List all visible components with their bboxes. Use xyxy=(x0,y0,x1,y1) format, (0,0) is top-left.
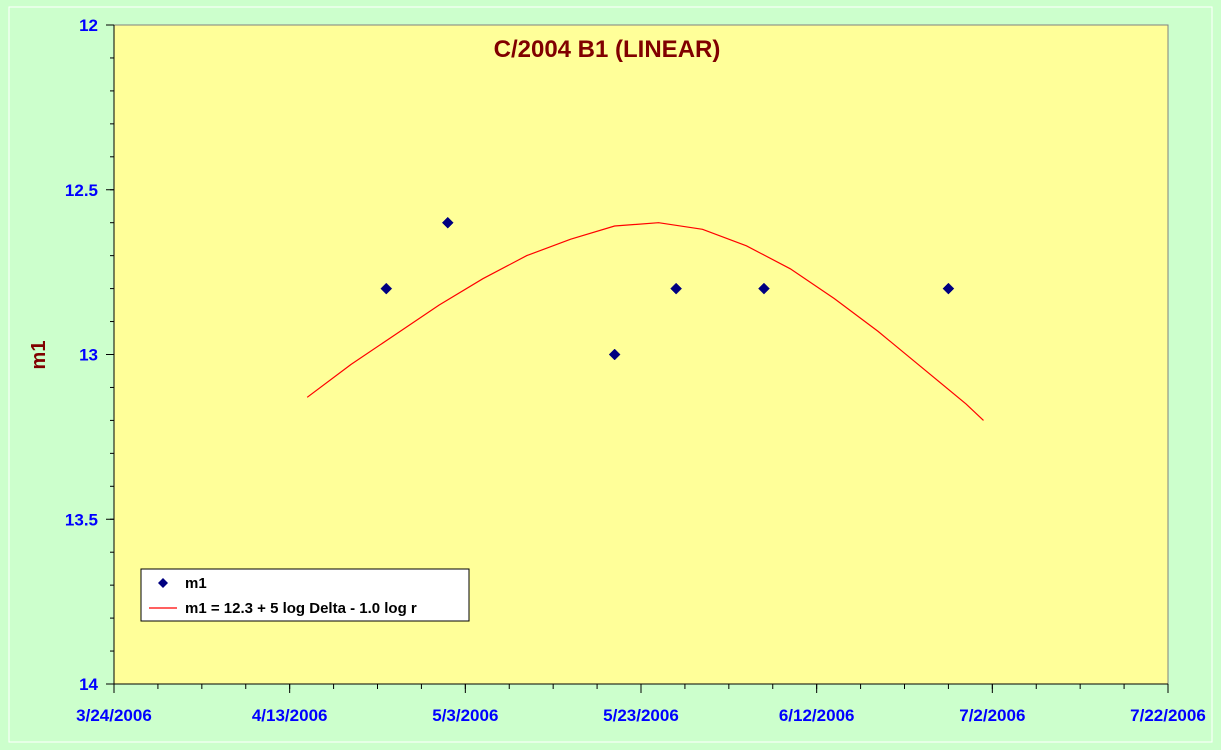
legend-label: m1 xyxy=(185,575,207,592)
legend-box xyxy=(140,568,470,622)
x-tick-label: 5/3/2006 xyxy=(432,706,498,725)
chart-title: C/2004 B1 (LINEAR) xyxy=(494,36,721,63)
data-point-m1 xyxy=(380,282,393,295)
fit-curve-line xyxy=(306,222,984,421)
legend-label: m1 = 12.3 + 5 log Delta - 1.0 log r xyxy=(185,600,417,617)
data-point-m1 xyxy=(670,282,682,295)
x-tick-label: 7/22/2006 xyxy=(1130,706,1206,725)
x-tick-label: 4/13/2006 xyxy=(252,706,328,725)
y-tick-label: 14 xyxy=(79,675,98,694)
y-tick-label: 12 xyxy=(79,16,98,35)
data-point-m1 xyxy=(608,348,621,361)
y-tick-label: 13 xyxy=(79,346,98,365)
x-tick-label: 5/23/2006 xyxy=(603,706,679,725)
y-tick-label: 12.5 xyxy=(65,181,98,200)
data-point-m1 xyxy=(758,282,770,295)
data-point-m1 xyxy=(942,282,955,295)
y-axis-title: m1 xyxy=(28,341,50,370)
y-tick-label: 13.5 xyxy=(65,510,98,529)
x-tick-label: 6/12/2006 xyxy=(779,706,855,725)
data-point-m1 xyxy=(441,216,454,229)
x-tick-label: 3/24/2006 xyxy=(76,706,152,725)
x-tick-label: 7/2/2006 xyxy=(959,706,1025,725)
chart-frame xyxy=(8,6,1213,743)
legend: m1 m1 = 12.3 + 5 log Delta - 1.0 log r xyxy=(140,568,470,622)
legend-diamond-symbol xyxy=(158,578,168,588)
